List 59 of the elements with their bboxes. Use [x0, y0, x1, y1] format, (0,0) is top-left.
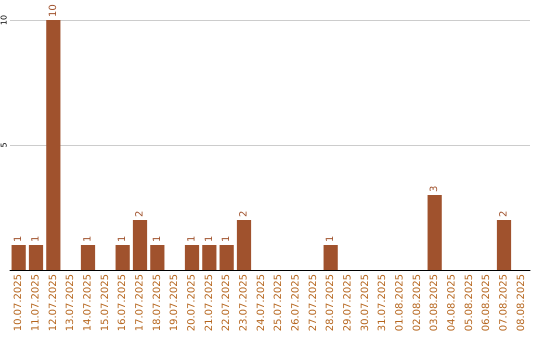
x-tick-label: 19.07.2025 — [169, 274, 180, 332]
x-tick-label: 28.07.2025 — [325, 274, 336, 332]
x-tick-label: 02.08.2025 — [412, 274, 423, 332]
bar — [150, 245, 164, 270]
x-tick-label: 27.07.2025 — [308, 274, 319, 332]
data-label: 1 — [204, 236, 215, 242]
x-tick-label: 22.07.2025 — [221, 274, 232, 332]
x-tick-label: 13.07.2025 — [65, 274, 76, 332]
bar — [116, 245, 130, 270]
x-tick-label: 24.07.2025 — [256, 274, 267, 332]
x-tick-label: 10.07.2025 — [13, 274, 24, 332]
bar — [46, 20, 60, 270]
x-tick-label: 29.07.2025 — [342, 274, 354, 332]
bar — [236, 220, 252, 270]
data-label: 2 — [498, 210, 510, 217]
x-tick-label: 21.07.2025 — [204, 274, 215, 332]
x-tick-label: 26.07.2025 — [290, 274, 302, 332]
x-tick-label: 14.07.2025 — [82, 274, 94, 332]
bar — [202, 245, 216, 270]
bar — [80, 245, 96, 270]
x-tick-label: 30.07.2025 — [360, 274, 371, 332]
x-tick-label: 04.08.2025 — [446, 274, 458, 332]
data-label: 1 — [13, 236, 24, 242]
x-tick-label: 18.07.2025 — [152, 274, 163, 332]
data-label: 1 — [117, 236, 128, 242]
x-tick-label: 23.07.2025 — [238, 274, 250, 332]
data-label: 1 — [82, 236, 94, 242]
data-label: 10 — [48, 4, 59, 17]
data-label: 1 — [152, 236, 163, 242]
x-tick-label: 01.08.2025 — [394, 274, 406, 332]
x-tick-label: 20.07.2025 — [186, 274, 198, 332]
x-tick-label: 15.07.2025 — [100, 274, 111, 332]
bar — [496, 220, 512, 270]
bar — [184, 245, 200, 270]
bar — [12, 245, 26, 270]
x-tick-label: 03.08.2025 — [429, 274, 440, 332]
data-label: 3 — [429, 186, 440, 192]
x-tick-label: 08.08.2025 — [516, 274, 527, 332]
x-tick-label: 25.07.2025 — [273, 274, 284, 332]
bar — [28, 245, 44, 270]
x-tick-label: 12.07.2025 — [48, 274, 59, 332]
x-tick-label: 17.07.2025 — [134, 274, 146, 332]
data-label: 2 — [238, 210, 250, 217]
data-label: 1 — [325, 236, 336, 242]
x-tick-label: 11.07.2025 — [30, 274, 42, 332]
x-tick-label: 07.08.2025 — [498, 274, 510, 332]
bar — [132, 220, 148, 270]
bar — [428, 195, 442, 270]
x-tick-label: 05.08.2025 — [464, 274, 475, 332]
data-label: 1 — [221, 236, 232, 242]
y-tick-label: 5 — [0, 142, 8, 148]
data-label: 1 — [30, 236, 42, 242]
x-tick-label: 16.07.2025 — [117, 274, 128, 332]
data-label: 1 — [186, 236, 198, 242]
data-label: 2 — [134, 210, 146, 217]
bar — [324, 245, 338, 270]
x-tick-label: 06.08.2025 — [481, 274, 492, 332]
bar — [220, 245, 234, 270]
x-tick-label: 31.07.2025 — [377, 274, 388, 332]
